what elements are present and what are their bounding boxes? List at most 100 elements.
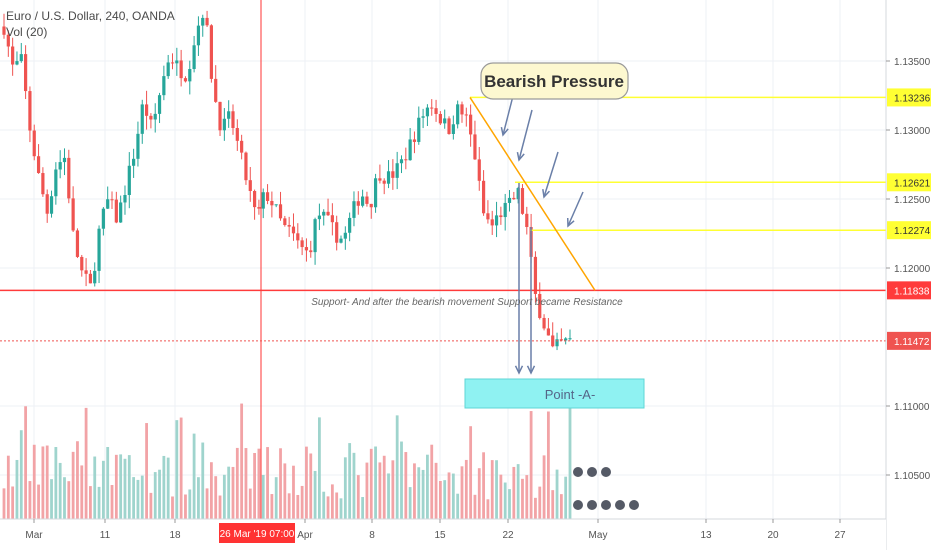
y-tick-label: 1.11000 (894, 402, 930, 413)
volume-bar (456, 493, 460, 519)
volume-bar (516, 464, 520, 519)
volume-bar (318, 417, 321, 519)
volume-bar (158, 469, 161, 519)
event-icon (601, 467, 611, 477)
x-tick-label: May (589, 530, 608, 541)
volume-bar (313, 470, 317, 519)
candle-body (503, 202, 507, 218)
candle-body (19, 54, 23, 62)
time-axis (0, 519, 886, 550)
volume-bar (184, 494, 187, 519)
candle-body (175, 60, 179, 64)
candle-body (261, 192, 265, 209)
candle-body (209, 25, 213, 79)
x-tick-label: 18 (169, 530, 181, 541)
arrow-line (502, 95, 514, 136)
candle-body (45, 194, 49, 214)
candle-body (196, 25, 201, 46)
volume-bar (542, 455, 546, 519)
candle-body (369, 203, 373, 208)
x-tick-label: 13 (700, 530, 712, 541)
candle-body (313, 219, 317, 253)
volume-bar (6, 455, 10, 519)
volume-bar (227, 466, 231, 519)
volume-bar (486, 499, 490, 519)
chart-legend: Euro / U.S. Dollar, 240, OANDA Vol (20) (6, 8, 175, 40)
volume-bar (261, 474, 265, 519)
candle-body (443, 118, 447, 124)
volume-bar (257, 448, 261, 519)
candle-body (348, 217, 352, 233)
candle-body (136, 133, 140, 159)
candle-body (512, 197, 516, 200)
volume-bar (460, 466, 464, 519)
volume-bar (2, 488, 6, 519)
volume-bar (123, 458, 127, 519)
candle-body (520, 188, 525, 214)
candle-body (477, 159, 481, 181)
volume-bar (408, 487, 412, 519)
candle-body (486, 213, 490, 220)
volume-bar (132, 477, 136, 519)
volume-bar (136, 479, 140, 519)
candle-body (75, 230, 80, 257)
volume-bar (564, 476, 568, 519)
candle-body (179, 60, 183, 79)
candle-body (291, 226, 296, 234)
volume-legend: Vol (20) (6, 25, 48, 39)
candle-body (36, 156, 41, 174)
volume-bar (274, 477, 278, 519)
candle-body (132, 158, 136, 166)
candle-body (278, 204, 283, 219)
candle-body (123, 195, 127, 203)
volume-bar (80, 465, 84, 519)
y-tick-label: 1.12000 (894, 264, 931, 275)
candle-body (525, 213, 529, 227)
candle-body (430, 107, 434, 109)
bearish-trendline (469, 97, 596, 291)
candle-body (490, 219, 494, 226)
volume-bar (114, 454, 118, 519)
volume-bar (209, 462, 213, 519)
candle-body (412, 139, 417, 142)
candle-body (473, 134, 477, 160)
volume-bar (283, 463, 287, 519)
candle-body (127, 165, 131, 196)
candle-body (304, 247, 309, 251)
candle-body (214, 78, 218, 102)
candle-body (564, 338, 568, 341)
crosshair-date-tag (219, 523, 295, 543)
volume-bar (248, 488, 252, 519)
x-tick-label: 15 (434, 530, 446, 541)
candle-body (140, 104, 144, 134)
candle-body (399, 159, 404, 164)
price-tag (887, 88, 931, 107)
point-a-label: Point -A- (545, 387, 596, 402)
candle-body (149, 115, 153, 120)
candle-body (88, 273, 93, 284)
candle-body (447, 118, 451, 134)
arrow-line (543, 151, 559, 198)
volume-bar (58, 462, 62, 519)
event-icon (601, 500, 611, 510)
candle-body (460, 104, 464, 115)
candle-body (499, 215, 503, 218)
volume-bar (287, 493, 291, 519)
volume-bar (11, 486, 15, 519)
price-tag (887, 331, 931, 350)
x-tick-label: 8 (369, 530, 375, 541)
volume-bar (400, 441, 403, 519)
candle-body (568, 338, 572, 340)
volume-bar (106, 446, 110, 519)
volume-bar (179, 417, 183, 519)
volume-bar (555, 469, 559, 519)
volume-bar (464, 459, 468, 519)
volume-bar (521, 478, 524, 519)
volume-bar (84, 407, 88, 519)
volume-bar (218, 495, 222, 519)
candle-body (559, 339, 563, 341)
x-tick-label: 27 (834, 530, 846, 541)
arrow-icon (514, 365, 524, 375)
